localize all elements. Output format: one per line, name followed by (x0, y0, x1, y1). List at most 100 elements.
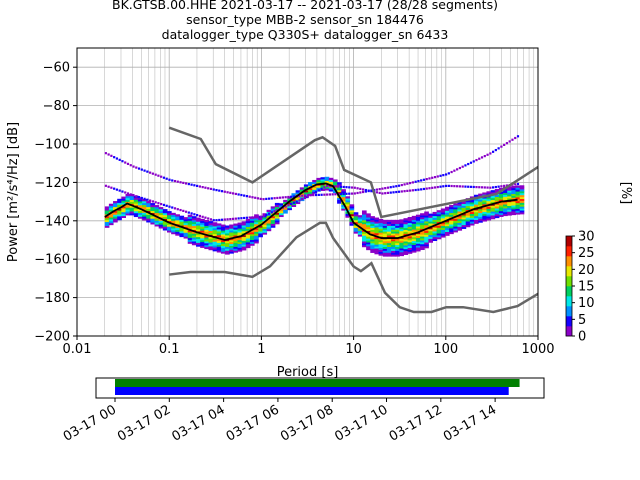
ppsd-cell (424, 240, 429, 243)
ppsd-cell (449, 231, 454, 235)
y-tick-label: −80 (43, 99, 70, 114)
ppsd-outlier-cell (491, 150, 495, 153)
ppsd-outlier-cell (337, 185, 340, 188)
ppsd-cell (503, 188, 508, 192)
ppsd-cell (225, 229, 230, 232)
ppsd-cell (507, 203, 512, 207)
ppsd-cell (449, 206, 454, 210)
ppsd-outlier-cell (353, 186, 356, 189)
ppsd-cell (162, 216, 168, 219)
ppsd-cell (312, 179, 317, 183)
y-axis-label: Power [m²/s⁴/Hz] [dB] (6, 122, 21, 262)
colorbar-segment (566, 253, 572, 257)
ppsd-cell (121, 208, 126, 211)
colorbar-segment (566, 313, 572, 317)
ppsd-cell (424, 238, 429, 241)
ppsd-cell (382, 223, 388, 226)
ppsd-cell (386, 248, 392, 251)
ppsd-cell (337, 189, 342, 193)
coverage-bar (115, 387, 509, 395)
ppsd-cell (478, 199, 483, 202)
ppsd-cell (183, 234, 189, 237)
ppsd-cell (229, 249, 234, 252)
ppsd-outlier-cell (489, 152, 492, 155)
ppsd-cell (391, 239, 396, 242)
ppsd-cell (220, 224, 226, 227)
ppsd-cell (345, 202, 351, 205)
ppsd-cell (411, 235, 417, 238)
ppsd-outlier-cell (168, 205, 171, 208)
ppsd-cell (146, 201, 151, 204)
ppsd-outlier-cell (444, 173, 448, 176)
ppsd-cell (449, 218, 454, 221)
ppsd-outlier-cell (137, 196, 141, 199)
ppsd-cell (137, 212, 143, 215)
ppsd-cell (361, 239, 367, 242)
ppsd-cell (399, 244, 404, 247)
ppsd-cell (411, 223, 417, 226)
ppsd-outlier-cell (162, 176, 166, 179)
ppsd-cell (229, 226, 234, 229)
ppsd-cell (200, 243, 205, 246)
ppsd-cell (345, 198, 351, 201)
ppsd-cell (308, 189, 313, 192)
ppsd-cell (382, 240, 388, 244)
time-tick-label: 03-17 14 (441, 402, 499, 444)
ppsd-cell (274, 218, 280, 221)
ppsd-cell (104, 219, 110, 223)
y-axis: −200−180−160−140−120−100−80−60 (34, 61, 77, 345)
ppsd-cell (457, 207, 463, 210)
ppsd-outlier-cell (364, 188, 367, 192)
ppsd-outlier-cell (384, 192, 387, 195)
ppsd-cell (117, 198, 122, 202)
ppsd-cell (270, 206, 276, 209)
ppsd-cell (469, 217, 475, 220)
ppsd-cell (370, 225, 375, 228)
ppsd-cell (482, 209, 487, 212)
ppsd-cell (465, 225, 471, 228)
ppsd-cell (129, 195, 135, 199)
ppsd-cell (382, 252, 388, 255)
ppsd-cell (249, 226, 255, 229)
ppsd-outlier-cell (124, 191, 127, 194)
ppsd-cell (191, 220, 197, 223)
ppsd-outlier-cell (375, 191, 379, 194)
ppsd-cell (420, 240, 425, 243)
ppsd-outlier-cell (212, 188, 215, 191)
ppsd-cell (482, 213, 487, 216)
ppsd-outlier-cell (273, 197, 276, 200)
ppsd-cell (399, 242, 404, 245)
ppsd-cell (295, 190, 301, 193)
ppsd-cell (440, 216, 446, 219)
ppsd-cell (519, 210, 525, 213)
ppsd-cell (407, 232, 413, 235)
ppsd-cell (212, 237, 218, 240)
ppsd-cell (158, 207, 164, 210)
ppsd-outlier-cell (149, 171, 152, 174)
ppsd-outlier-cell (339, 185, 343, 188)
ppsd-cell (349, 210, 355, 213)
ppsd-outlier-cell (384, 187, 387, 190)
ppsd-outlier-cell (198, 214, 201, 218)
ppsd-cell (125, 207, 131, 210)
ppsd-cell (146, 204, 151, 208)
ppsd-cell (137, 210, 143, 213)
ppsd-cell (370, 241, 375, 244)
ppsd-outlier-cell (129, 164, 132, 167)
ppsd-cell (233, 242, 239, 245)
ppsd-outlier-cell (204, 216, 207, 219)
ppsd-cell (494, 200, 500, 203)
ppsd-cell (449, 229, 454, 233)
ppsd-cell (519, 191, 525, 194)
ppsd-cell (436, 212, 442, 215)
ppsd-cell (469, 211, 475, 214)
ppsd-cell (361, 243, 367, 246)
ppsd-cell (503, 202, 508, 205)
ppsd-cell (266, 225, 272, 228)
ppsd-cell (104, 225, 110, 228)
ppsd-cell (142, 206, 147, 209)
ppsd-cell (478, 203, 483, 206)
ppsd-cell (494, 210, 500, 213)
ppsd-cell (299, 193, 305, 196)
